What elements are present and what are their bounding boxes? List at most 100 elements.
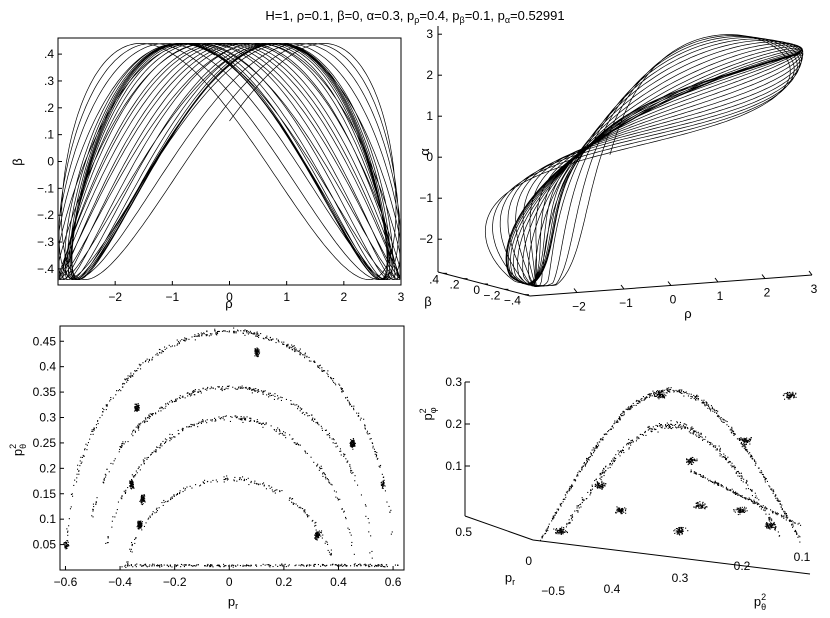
scatter-point bbox=[785, 513, 787, 515]
scatter-point bbox=[768, 526, 770, 528]
scatter-point bbox=[294, 351, 296, 353]
scatter-point bbox=[754, 460, 756, 462]
scatter-point bbox=[655, 428, 657, 430]
scatter-point bbox=[191, 487, 193, 489]
scatter-point bbox=[295, 503, 297, 505]
scatter-point bbox=[353, 405, 355, 407]
scatter-point bbox=[739, 506, 741, 508]
scatter-point bbox=[242, 387, 244, 389]
scatter-point bbox=[353, 442, 355, 444]
scatter-point bbox=[662, 397, 664, 399]
scatter-point bbox=[626, 444, 628, 446]
scatter-point bbox=[148, 415, 150, 417]
scatter-point bbox=[143, 525, 145, 527]
scatter-point bbox=[171, 401, 173, 403]
scatter-point bbox=[319, 367, 321, 369]
scatter-point bbox=[566, 524, 568, 526]
scatter-point bbox=[256, 565, 258, 567]
scatter-point bbox=[238, 479, 240, 481]
scatter-point bbox=[560, 530, 562, 532]
scatter-point bbox=[140, 500, 142, 502]
scatter-point bbox=[287, 345, 289, 347]
scatter-point bbox=[774, 528, 776, 530]
scatter-point bbox=[313, 361, 315, 363]
scatter-point bbox=[281, 397, 283, 399]
y-tick-label: 0.2 bbox=[39, 461, 56, 475]
scatter-point bbox=[689, 432, 691, 434]
scatter-point bbox=[137, 524, 139, 526]
scatter-point bbox=[742, 511, 744, 513]
scatter-point bbox=[591, 453, 593, 455]
scatter-point bbox=[612, 427, 614, 429]
scatter-point bbox=[719, 417, 721, 419]
scatter-point bbox=[617, 507, 619, 509]
scatter-point bbox=[773, 521, 775, 523]
scatter-point bbox=[709, 408, 711, 410]
scatter-point bbox=[627, 407, 629, 409]
scatter-point bbox=[125, 489, 127, 491]
x-tick-mark bbox=[667, 281, 672, 286]
scatter-point bbox=[559, 531, 561, 533]
scatter-point bbox=[673, 530, 675, 532]
scatter-point bbox=[93, 506, 95, 508]
scatter-point bbox=[78, 473, 80, 475]
scatter-point bbox=[764, 506, 766, 508]
scatter-point bbox=[141, 501, 143, 503]
scatter-point bbox=[231, 416, 233, 418]
scatter-point bbox=[353, 409, 355, 411]
scatter-point bbox=[125, 566, 127, 568]
scatter-point bbox=[726, 424, 728, 426]
scatter-point bbox=[354, 444, 356, 446]
scatter-point bbox=[755, 463, 757, 465]
panel-bottom-right: 0.50−0.5 0.40.30.20.10.10.20.3 pr p2 θ p2φ bbox=[418, 375, 811, 612]
scatter-point bbox=[140, 520, 142, 522]
scatter-point bbox=[719, 449, 721, 451]
scatter-point bbox=[563, 528, 565, 530]
scatter-point bbox=[702, 402, 704, 404]
scatter-point bbox=[201, 334, 203, 336]
scatter-point bbox=[735, 493, 737, 495]
scatter-point bbox=[262, 426, 264, 428]
scatter-point bbox=[311, 419, 313, 421]
scatter-point bbox=[274, 490, 276, 492]
scatter-point bbox=[249, 388, 251, 390]
scatter-point bbox=[741, 446, 743, 448]
x-tick-label: −2 bbox=[108, 290, 122, 304]
y-tick-label: .2 bbox=[44, 101, 54, 115]
scatter-point bbox=[274, 393, 276, 395]
scatter-point bbox=[131, 483, 133, 485]
scatter-point bbox=[671, 428, 673, 430]
scatter-point bbox=[741, 510, 743, 512]
scatter-point bbox=[250, 482, 252, 484]
scatter-point bbox=[345, 397, 347, 399]
scatter-point bbox=[259, 483, 261, 485]
scatter-point bbox=[595, 484, 597, 486]
scatter-point bbox=[255, 564, 257, 566]
scatter-point bbox=[727, 488, 729, 490]
scatter-point bbox=[585, 463, 587, 465]
scatter-point bbox=[380, 483, 382, 485]
scatter-point bbox=[151, 414, 153, 416]
scatter-point bbox=[365, 565, 367, 567]
scatter-point bbox=[316, 532, 318, 534]
scatter-point bbox=[775, 494, 777, 496]
scatter-point bbox=[650, 395, 652, 397]
scatter-point bbox=[380, 565, 382, 567]
scatter-point bbox=[705, 506, 707, 508]
scatter-point bbox=[733, 432, 735, 434]
scatter-point bbox=[345, 518, 347, 520]
scatter-point bbox=[751, 455, 753, 457]
scatter-point bbox=[327, 374, 329, 376]
scatter-point bbox=[131, 479, 133, 481]
scatter-point bbox=[301, 564, 303, 566]
scatter-point bbox=[769, 518, 771, 520]
scatter-point bbox=[182, 396, 184, 398]
scatter-point bbox=[749, 498, 751, 500]
scatter-point bbox=[255, 350, 257, 352]
scatter-point bbox=[697, 502, 699, 504]
scatter-point bbox=[155, 508, 157, 510]
scatter-point bbox=[343, 453, 345, 455]
scatter-point bbox=[120, 447, 122, 449]
scatter-point bbox=[352, 472, 354, 474]
scatter-point bbox=[668, 423, 670, 425]
